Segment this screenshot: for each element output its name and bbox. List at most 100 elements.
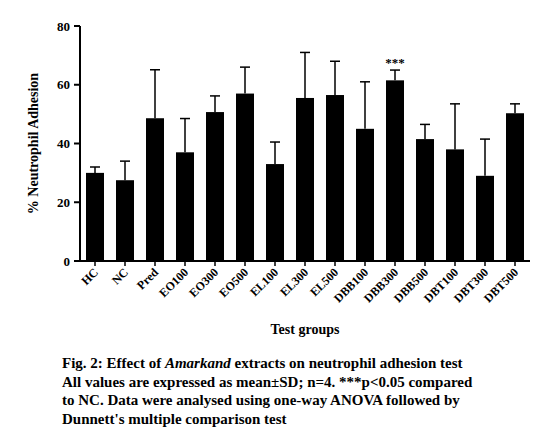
x-tick: [334, 261, 336, 266]
caption-part: Dunnett's multiple comparison test: [62, 411, 287, 427]
x-tick: [244, 261, 246, 266]
error-cap: [90, 166, 100, 168]
bar: [326, 95, 344, 261]
x-tick: [514, 261, 516, 266]
error-stem: [184, 119, 186, 153]
x-tick: [184, 261, 186, 266]
bar: [176, 152, 194, 261]
x-tick: [364, 261, 366, 266]
x-tick-label: EL100: [247, 265, 281, 299]
x-tick: [154, 261, 156, 266]
error-cap: [300, 52, 310, 54]
bar: [386, 80, 404, 261]
x-tick: [214, 261, 216, 266]
error-stem: [94, 167, 96, 173]
error-stem: [244, 67, 246, 93]
x-tick-label: EO100: [156, 265, 191, 300]
bar: [146, 118, 164, 261]
x-tick: [454, 261, 456, 266]
x-tick: [394, 261, 396, 266]
error-bar: [420, 124, 430, 139]
y-tick: [74, 25, 80, 27]
error-bar: [510, 104, 520, 113]
error-bar: [300, 52, 310, 98]
x-tick-label: EO500: [216, 265, 251, 300]
x-tick: [94, 261, 96, 266]
error-stem: [154, 70, 156, 118]
caption-line: Fig. 2: Effect of Amarkand extracts on n…: [62, 355, 463, 371]
x-tick: [274, 261, 276, 266]
y-tick-label: 80: [57, 19, 70, 34]
bar: [446, 149, 464, 261]
error-bar: [450, 104, 460, 150]
y-tick-label: 20: [57, 195, 70, 210]
error-cap: [180, 118, 190, 120]
error-cap: [450, 103, 460, 105]
bar: [506, 113, 524, 261]
caption-part: Fig. 2: Effect of: [62, 355, 165, 371]
chart-root: 020406080HCNCPredEO100EO300EO500EL100EL3…: [0, 0, 538, 437]
bar: [296, 98, 314, 261]
x-tick-label: EO300: [186, 265, 221, 300]
x-tick: [304, 261, 306, 266]
y-tick: [74, 201, 80, 203]
error-bar: [210, 96, 220, 112]
y-tick-label: 40: [57, 136, 70, 151]
error-bar: [330, 61, 340, 95]
x-tick: [124, 261, 126, 266]
error-stem: [334, 61, 336, 95]
bar: [116, 180, 134, 261]
error-stem: [304, 52, 306, 98]
error-cap: [360, 81, 370, 83]
error-stem: [454, 104, 456, 150]
error-cap: [240, 66, 250, 68]
bar: [266, 164, 284, 261]
error-stem: [124, 161, 126, 180]
error-bar: [180, 119, 190, 153]
error-cap: [270, 141, 280, 143]
error-bar: [240, 67, 250, 93]
y-tick: [74, 143, 80, 145]
y-tick-label: 60: [57, 77, 70, 92]
bar: [416, 139, 434, 261]
caption-part: Amarkand: [164, 355, 231, 371]
x-tick-label: NC: [109, 265, 131, 287]
error-stem: [394, 70, 396, 80]
error-cap: [510, 103, 520, 105]
error-cap: [480, 138, 490, 140]
error-bar: [120, 161, 130, 180]
error-stem: [514, 104, 516, 113]
error-cap: [330, 61, 340, 63]
caption-line: Dunnett's multiple comparison test: [62, 411, 287, 427]
caption-part: to NC. Data were analysed using one-way …: [62, 392, 460, 408]
error-stem: [484, 139, 486, 176]
x-tick: [424, 261, 426, 266]
x-tick-label: DBT500: [481, 265, 521, 305]
bar: [356, 129, 374, 261]
caption-line: All values are expressed as mean±SD; n=4…: [62, 374, 473, 390]
chart-svg: 020406080HCNCPredEO100EO300EO500EL100EL3…: [0, 0, 538, 437]
bar: [86, 173, 104, 261]
y-tick-label: 0: [64, 254, 71, 269]
x-tick-label: HC: [78, 265, 101, 288]
y-tick: [74, 260, 80, 262]
error-bar: [480, 139, 490, 176]
annotation: ***: [385, 55, 405, 70]
x-axis-label: Test groups: [271, 322, 340, 337]
error-stem: [364, 82, 366, 129]
y-tick: [74, 84, 80, 86]
bar: [236, 94, 254, 261]
error-cap: [210, 95, 220, 97]
caption-line: to NC. Data were analysed using one-way …: [62, 392, 460, 408]
error-stem: [274, 142, 276, 164]
error-bar: [90, 167, 100, 173]
error-stem: [214, 96, 216, 112]
x-tick: [484, 261, 486, 266]
caption-part: extracts on neutrophil adhesion test: [231, 355, 463, 371]
error-stem: [424, 124, 426, 139]
error-cap: [120, 160, 130, 162]
error-bar: [150, 70, 160, 118]
error-cap: [420, 124, 430, 126]
error-bar: [270, 142, 280, 164]
bars: [86, 52, 524, 261]
